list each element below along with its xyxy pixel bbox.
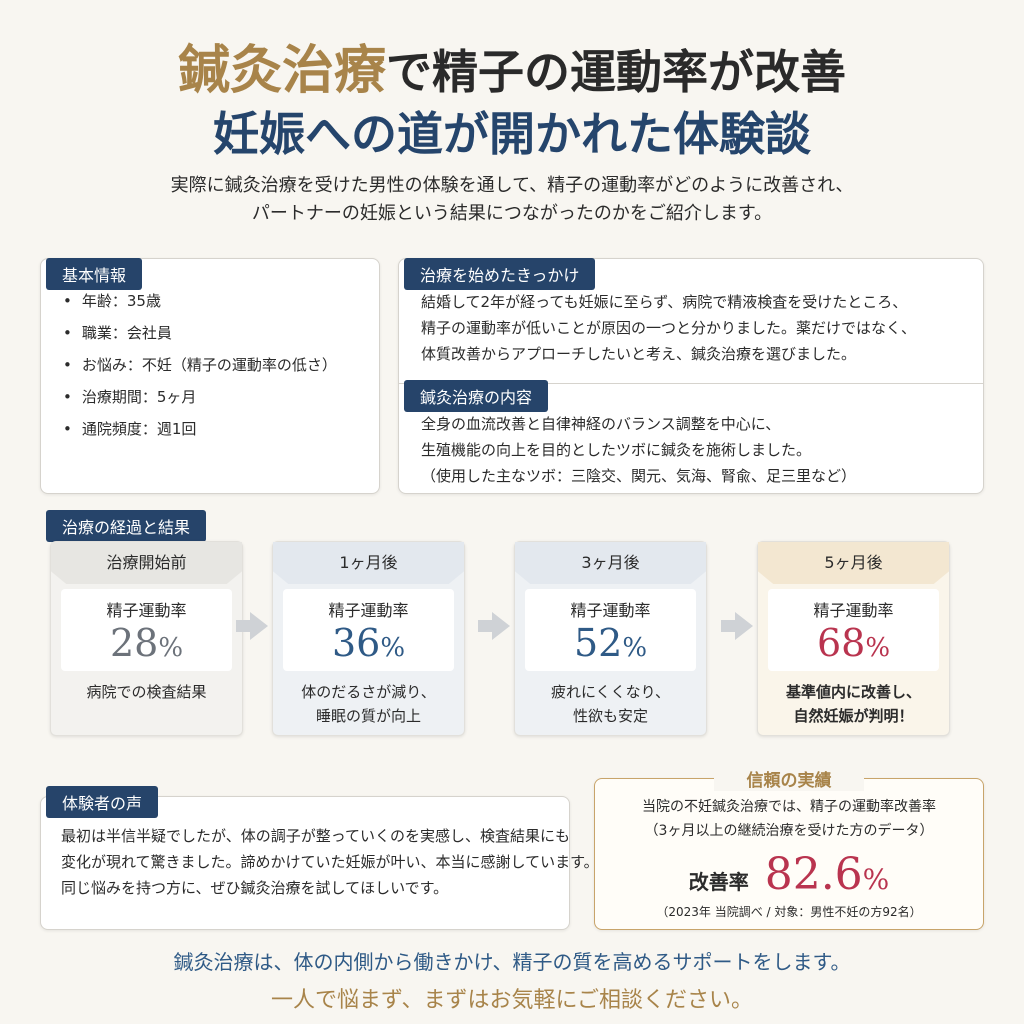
trust-text: 当院の不妊鍼灸治療では、精子の運動率改善率 （3ヶ月以上の継続治療を受けた方のデー… — [595, 795, 983, 843]
step-period: 1ヶ月後 — [273, 542, 464, 584]
section-tag: 治療を始めたきっかけ — [404, 258, 596, 290]
info-item: 治療期間：5ヶ月 — [63, 381, 337, 413]
text-line: 全身の血流改善と自律神経のバランス調整を中心に、 — [421, 415, 781, 433]
step-inner: 精子運動率 68% — [768, 589, 939, 671]
note-line: 病院での検査結果 — [86, 683, 207, 701]
section-tag: 治療の経過と結果 — [46, 510, 207, 542]
note-line: 自然妊娠が判明！ — [793, 707, 914, 725]
info-item: 通院頻度：週1回 — [63, 413, 337, 445]
footer-line: 鍼灸治療は、体の内側から働きかけ、精子の質を高めるサポートをします。 — [173, 950, 851, 974]
text-line: 精子の運動率が低いことが原因の一つと分かりました。薬だけではなく、 — [421, 319, 917, 337]
step-inner: 精子運動率 36% — [283, 589, 454, 671]
text-line: 結婚して2年が経っても妊娠に至らず、病院で精液検査を受けたところ、 — [421, 293, 908, 311]
title-accent: 鍼灸治療 — [177, 40, 386, 101]
intro: 実際に鍼灸治療を受けた男性の体験を通して、精子の運動率がどのように改善され、 パ… — [0, 172, 1024, 228]
note-line: 体のだるさが減り、 — [301, 683, 436, 701]
step-value: 36% — [283, 621, 454, 670]
value-number: 52 — [573, 621, 623, 665]
note-line: 基準値内に改善し、 — [785, 683, 921, 701]
trust-note: （2023年 当院調べ / 対象：男性不妊の方92名） — [656, 905, 922, 919]
step-inner: 精子運動率 52% — [525, 589, 696, 671]
text-line: 当院の不妊鍼灸治療では、精子の運動率改善率 — [642, 799, 936, 815]
info-item: 職業：会社員 — [63, 317, 337, 349]
footer-line: 一人で悩まず、まずはお気軽にご相談ください。 — [270, 988, 754, 1013]
section-tag: 体験者の声 — [46, 786, 159, 818]
step-value: 68% — [768, 621, 939, 670]
rate-label: 改善率 — [688, 870, 749, 894]
value-unit: % — [865, 633, 891, 663]
text-line: 最初は半信半疑でしたが、体の調子が整っていくのを実感し、検査結果にも — [61, 827, 570, 845]
arrow — [236, 612, 268, 640]
step-label: 精子運動率 — [106, 601, 187, 620]
arrow — [478, 612, 510, 640]
step-card: 3ヶ月後精子運動率 52% 疲れにくくなり、 性欲も安定 — [514, 541, 707, 736]
text-line: 体質改善からアプローチしたいと考え、鍼灸治療を選びました。 — [421, 345, 857, 363]
info-item: 年齢：35歳 — [63, 285, 337, 317]
step-note: 体のだるさが減り、 睡眠の質が向上 — [273, 680, 464, 728]
step-note: 疲れにくくなり、 性欲も安定 — [515, 680, 706, 728]
rate: 改善率 82.6% — [595, 849, 983, 900]
subtitle: 妊娠への道が開かれた体験談 — [213, 107, 811, 161]
trust-box: 当院の不妊鍼灸治療では、精子の運動率改善率 （3ヶ月以上の継続治療を受けた方のデー… — [594, 778, 984, 930]
detail-box: 結婚して2年が経っても妊娠に至らず、病院で精液検査を受けたところ、 精子の運動率が… — [398, 258, 984, 494]
basic-info-box: 年齢：35歳職業：会社員お悩み：不妊（精子の運動率の低さ）治療期間：5ヶ月通院頻… — [40, 258, 380, 494]
step-inner: 精子運動率 28% — [61, 589, 232, 671]
text-line: 生殖機能の向上を目的としたツボに鍼灸を施術しました。 — [421, 441, 812, 459]
step-label: 精子運動率 — [328, 601, 409, 620]
voice-box: 最初は半信半疑でしたが、体の調子が整っていくのを実感し、検査結果にも変化が現れて… — [40, 796, 599, 930]
trust-title: 信頼の実績 — [714, 766, 864, 791]
value-number: 68 — [816, 621, 866, 665]
step-value: 28% — [61, 621, 232, 670]
note-line: 疲れにくくなり、 — [550, 683, 671, 701]
step-period: 3ヶ月後 — [515, 542, 706, 584]
value-number: 36 — [331, 621, 381, 665]
arrow — [721, 612, 753, 640]
value-unit: % — [158, 633, 184, 663]
step-period: 5ヶ月後 — [758, 542, 949, 584]
note-line: 性欲も安定 — [572, 707, 648, 725]
treatment-text: 全身の血流改善と自律神経のバランス調整を中心に、生殖機能の向上を目的としたツボに… — [421, 411, 856, 489]
section-tag: 基本情報 — [46, 258, 143, 290]
intro-line: 実際に鍼灸治療を受けた男性の体験を通して、精子の運動率がどのように改善され、 — [170, 175, 854, 196]
title: 鍼灸治療で精子の運動率が改善 — [0, 28, 1024, 103]
rate-unit: % — [862, 863, 890, 896]
note-line: 睡眠の質が向上 — [315, 707, 421, 725]
voice-text: 最初は半信半疑でしたが、体の調子が整っていくのを実感し、検査結果にも変化が現れて… — [61, 823, 599, 901]
text-line: （3ヶ月以上の継続治療を受けた方のデータ） — [644, 823, 934, 839]
step-value: 52% — [525, 621, 696, 670]
step-label: 精子運動率 — [570, 601, 651, 620]
step-period: 治療開始前 — [51, 542, 242, 584]
trigger-text: 結婚して2年が経っても妊娠に至らず、病院で精液検査を受けたところ、 精子の運動率が… — [421, 289, 916, 367]
step-card: 治療開始前精子運動率 28% 病院での検査結果 — [50, 541, 243, 736]
rate-value: 82.6 — [764, 849, 863, 900]
text-line: 同じ悩みを持つ方に、ぜひ鍼灸治療を試してほしいです。 — [61, 879, 449, 897]
step-label: 精子運動率 — [813, 601, 894, 620]
intro-line: パートナーの妊娠という結果につながったのかをご紹介します。 — [251, 203, 773, 224]
step-note: 基準値内に改善し、 自然妊娠が判明！ — [758, 680, 949, 728]
step-note: 病院での検査結果 — [51, 680, 242, 704]
text-line: （使用した主なツボ：三陰交、関元、気海、腎兪、足三里など） — [421, 467, 857, 485]
value-unit: % — [380, 633, 406, 663]
info-item: お悩み：不妊（精子の運動率の低さ） — [63, 349, 337, 381]
value-number: 28 — [109, 621, 159, 665]
text-line: 変化が現れて驚きました。諦めかけていた妊娠が叶い、本当に感謝しています。 — [61, 853, 599, 871]
title-rest: で精子の運動率が改善 — [386, 45, 846, 99]
step-card: 5ヶ月後精子運動率 68% 基準値内に改善し、 自然妊娠が判明！ — [757, 541, 950, 736]
step-card: 1ヶ月後精子運動率 36% 体のだるさが減り、 睡眠の質が向上 — [272, 541, 465, 736]
basic-info-list: 年齢：35歳職業：会社員お悩み：不妊（精子の運動率の低さ）治療期間：5ヶ月通院頻… — [63, 285, 337, 445]
value-unit: % — [622, 633, 648, 663]
section-tag: 鍼灸治療の内容 — [404, 380, 549, 412]
